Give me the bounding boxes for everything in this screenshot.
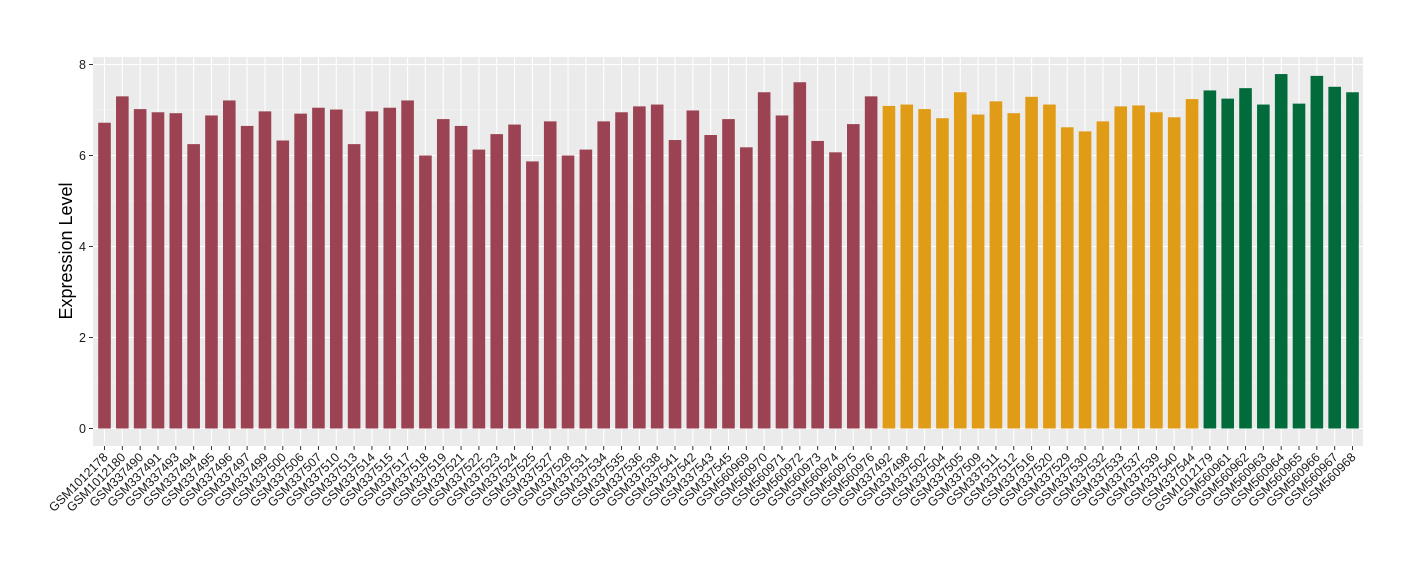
bar-GSM337532 — [1096, 121, 1110, 429]
bar-GSM337520 — [1043, 104, 1056, 429]
bar-GSM337530 — [1078, 131, 1092, 429]
y-tick-label: 2 — [79, 331, 86, 345]
bar-GSM560970 — [757, 92, 771, 429]
bar-GSM337534 — [597, 121, 610, 429]
bar-GSM337490 — [133, 109, 147, 429]
bar-GSM337500 — [276, 140, 290, 429]
bar-GSM560975 — [847, 124, 860, 429]
bar-GSM1012180 — [116, 96, 129, 429]
bar-GSM560967 — [1328, 86, 1341, 429]
bar-GSM560962 — [1239, 88, 1252, 429]
bar-GSM1012178 — [98, 122, 111, 429]
bar-GSM337537 — [1132, 105, 1145, 429]
bar-GSM337540 — [1167, 117, 1181, 429]
bar-GSM337524 — [508, 124, 521, 429]
bar-GSM337497 — [240, 125, 254, 429]
bar-GSM337512 — [1007, 113, 1021, 429]
bar-GSM337541 — [668, 140, 682, 429]
y-tick-label: 6 — [79, 149, 86, 163]
bar-GSM337494 — [187, 144, 200, 429]
bar-GSM337529 — [1060, 127, 1074, 429]
bar-GSM337514 — [365, 111, 379, 429]
bar-GSM337539 — [1150, 112, 1163, 429]
bar-GSM337522 — [472, 149, 486, 429]
bar-GSM337538 — [650, 104, 664, 429]
bar-GSM560968 — [1346, 92, 1359, 429]
bar-GSM560965 — [1292, 103, 1306, 429]
y-tick-label: 0 — [79, 422, 86, 436]
bar-GSM560976 — [864, 96, 878, 429]
bar-GSM337506 — [294, 113, 307, 429]
bar-GSM337498 — [900, 104, 914, 429]
y-tick-label: 8 — [79, 58, 86, 72]
bar-GSM337493 — [169, 113, 183, 429]
bar-GSM560969 — [740, 147, 753, 429]
bar-GSM337517 — [401, 100, 414, 429]
bar-GSM337527 — [543, 121, 557, 429]
bar-GSM560964 — [1274, 74, 1288, 429]
bar-GSM337535 — [615, 112, 628, 429]
bar-GSM337510 — [329, 109, 343, 429]
bar-GSM337509 — [971, 114, 985, 429]
bar-GSM337504 — [936, 118, 949, 429]
bar-GSM337492 — [882, 105, 896, 429]
y-axis-title: Expression Level — [56, 182, 76, 319]
bar-GSM337516 — [1025, 96, 1038, 429]
bar-GSM560971 — [775, 115, 789, 429]
bar-GSM337528 — [561, 155, 575, 429]
bar-GSM337523 — [490, 134, 504, 429]
bar-GSM560961 — [1221, 98, 1234, 429]
bar-GSM337544 — [1185, 99, 1199, 429]
bar-GSM337545 — [722, 119, 735, 429]
bar-GSM337499 — [258, 111, 272, 429]
bar-GSM337505 — [953, 92, 967, 429]
bar-GSM337519 — [436, 119, 450, 429]
bar-GSM337521 — [454, 125, 468, 429]
bar-GSM337531 — [579, 149, 593, 429]
y-axis: 0 2 4 6 8 — [79, 58, 93, 436]
bar-GSM337511 — [989, 101, 1003, 429]
bar-GSM337536 — [633, 106, 646, 429]
bar-GSM337542 — [686, 110, 700, 429]
bar-GSM337533 — [1114, 106, 1128, 429]
bar-GSM337515 — [383, 107, 397, 429]
bar-GSM560973 — [811, 140, 824, 429]
bar-GSM337525 — [526, 161, 539, 429]
y-tick-label: 4 — [79, 240, 86, 254]
bar-GSM337495 — [205, 115, 218, 429]
bar-GSM337513 — [347, 144, 361, 429]
bar-GSM337543 — [704, 135, 717, 429]
bar-GSM337507 — [312, 107, 325, 429]
bar-GSM560966 — [1310, 75, 1324, 429]
bar-GSM337518 — [419, 155, 432, 429]
bar-GSM560974 — [829, 152, 842, 429]
bar-GSM337491 — [151, 112, 165, 429]
x-axis: GSM1012178GSM1012180GSM337490GSM337491GS… — [46, 446, 1359, 515]
bars — [98, 74, 1359, 429]
bar-GSM337496 — [223, 100, 236, 429]
bar-GSM560972 — [793, 82, 807, 429]
bar-GSM560963 — [1257, 104, 1270, 429]
bar-GSM337502 — [918, 109, 931, 429]
bar-GSM1012179 — [1203, 90, 1217, 429]
